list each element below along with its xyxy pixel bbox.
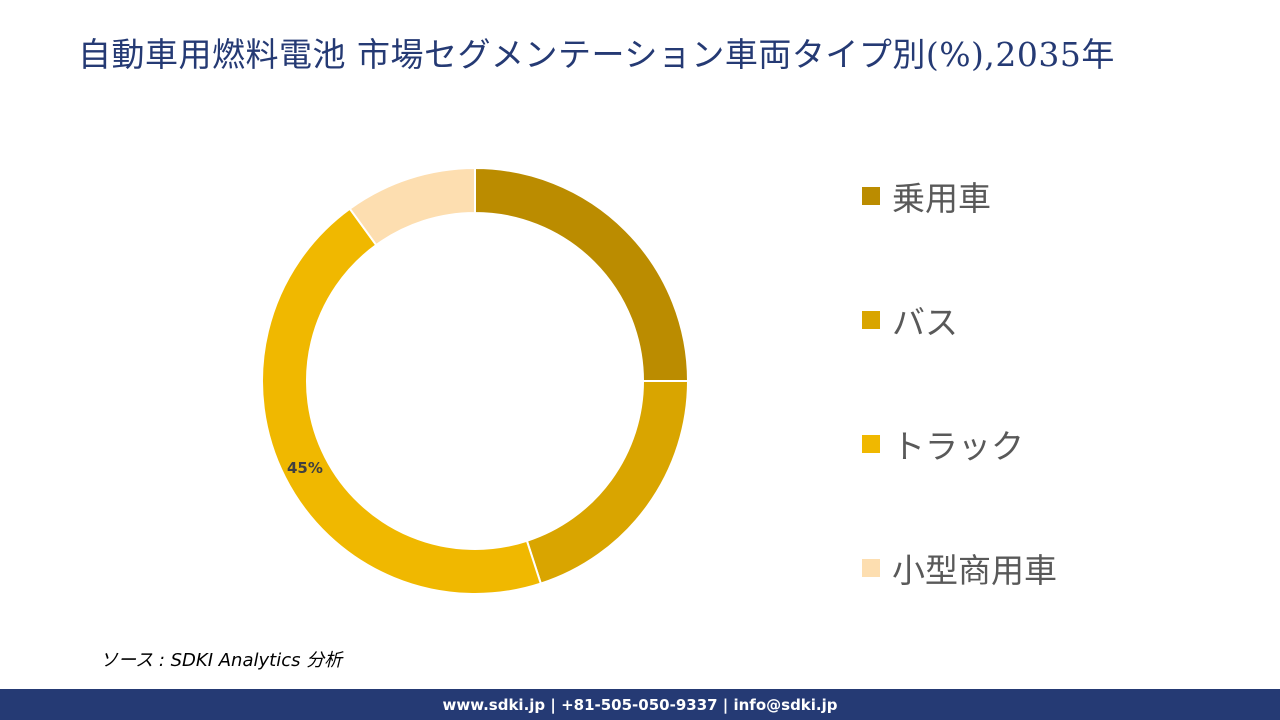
legend-swatch-icon <box>862 435 880 453</box>
donut-slices <box>261 166 690 595</box>
legend-label: バス <box>892 303 958 342</box>
source-note: ソース : SDKI Analytics 分析 <box>100 650 343 671</box>
legend-label: 乗用車 <box>892 179 991 218</box>
legend-item-passenger-car: 乗用車 <box>862 172 991 220</box>
donut-slice-0 <box>474 166 690 382</box>
footer-contact: www.sdki.jp | +81-505-050-9337 | info@sd… <box>442 695 838 714</box>
legend-item-bus: バス <box>862 296 958 344</box>
donut-slice-3 <box>348 166 476 247</box>
footer-bar: www.sdki.jp | +81-505-050-9337 | info@sd… <box>0 689 1280 720</box>
legend-label: トラック <box>892 427 1024 466</box>
data-label-truck: 45% <box>287 459 323 477</box>
legend-swatch-icon <box>862 559 880 577</box>
legend-item-truck: トラック <box>862 420 1024 468</box>
legend-item-light-commercial: 小型商用車 <box>862 544 1057 592</box>
donut-slice-1 <box>525 380 690 585</box>
legend-swatch-icon <box>862 311 880 329</box>
chart-title: 自動車用燃料電池 市場セグメンテーション車両タイプ別(%),2035年 <box>78 35 1115 74</box>
legend-label: 小型商用車 <box>892 551 1057 590</box>
donut-slice-2 <box>261 207 543 595</box>
legend-swatch-icon <box>862 187 880 205</box>
